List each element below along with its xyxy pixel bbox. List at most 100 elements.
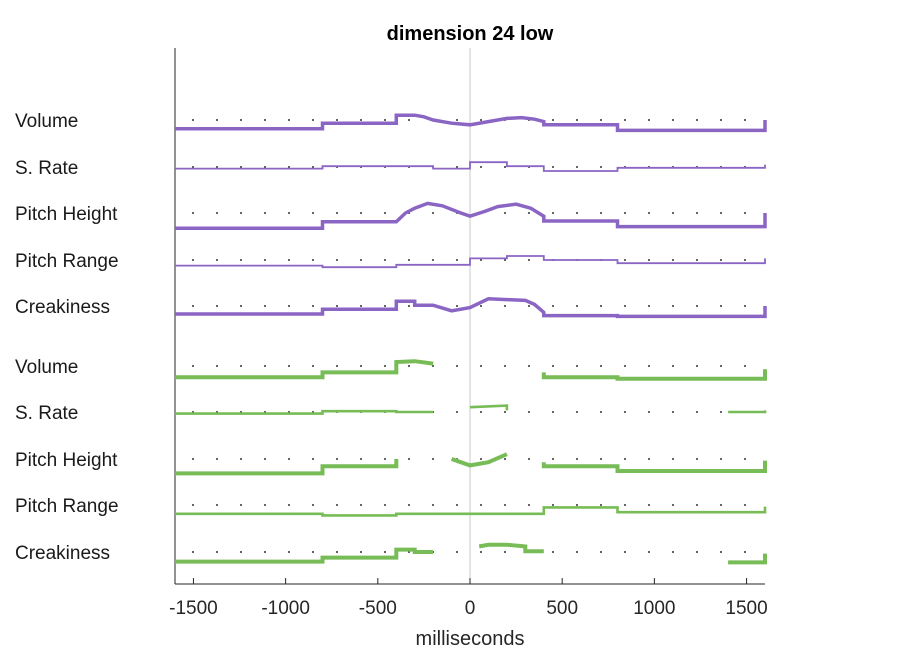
baseline-dot bbox=[264, 504, 266, 506]
baseline-dot bbox=[576, 365, 578, 367]
baseline-dot bbox=[408, 259, 410, 261]
baseline-dot bbox=[552, 166, 554, 168]
row-baseline-dots bbox=[192, 212, 746, 214]
x-tick-label: 500 bbox=[546, 598, 578, 619]
series-line bbox=[175, 255, 766, 269]
baseline-dot bbox=[216, 365, 218, 367]
baseline-dot bbox=[480, 305, 482, 307]
baseline-dot bbox=[600, 305, 602, 307]
chart-title: dimension 24 low bbox=[387, 23, 554, 45]
baseline-dot bbox=[216, 504, 218, 506]
baseline-dot bbox=[384, 551, 386, 553]
baseline-dot bbox=[696, 259, 698, 261]
baseline-dot bbox=[600, 504, 602, 506]
baseline-dot bbox=[624, 305, 626, 307]
x-tick-label: 0 bbox=[465, 598, 476, 619]
baseline-dot bbox=[672, 411, 674, 413]
baseline-dot bbox=[552, 305, 554, 307]
baseline-dot bbox=[384, 259, 386, 261]
baseline-dot bbox=[624, 504, 626, 506]
baseline-dot bbox=[192, 504, 194, 506]
baseline-dot bbox=[624, 212, 626, 214]
baseline-dot bbox=[528, 212, 530, 214]
baseline-dot bbox=[456, 365, 458, 367]
baseline-dot bbox=[312, 305, 314, 307]
baseline-dot bbox=[744, 365, 746, 367]
baseline-dot bbox=[456, 166, 458, 168]
baseline-dot bbox=[696, 458, 698, 460]
baseline-dot bbox=[576, 551, 578, 553]
baseline-dot bbox=[432, 212, 434, 214]
baseline-dot bbox=[528, 411, 530, 413]
series-line bbox=[175, 409, 434, 415]
baseline-dot bbox=[672, 458, 674, 460]
series-line bbox=[175, 506, 767, 517]
baseline-dot bbox=[672, 305, 674, 307]
baseline-dot bbox=[672, 119, 674, 121]
baseline-dot bbox=[288, 305, 290, 307]
series-line bbox=[175, 359, 434, 380]
baseline-dot bbox=[672, 504, 674, 506]
baseline-dot bbox=[648, 411, 650, 413]
baseline-dot bbox=[696, 305, 698, 307]
baseline-dot bbox=[192, 212, 194, 214]
baseline-dot bbox=[744, 504, 746, 506]
baseline-dot bbox=[456, 119, 458, 121]
baseline-dot bbox=[600, 551, 602, 553]
row-baseline-dots bbox=[192, 119, 746, 121]
baseline-dot bbox=[408, 119, 410, 121]
baseline-dot bbox=[288, 551, 290, 553]
baseline-dot bbox=[480, 365, 482, 367]
feature-row-green-pitch-height: Pitch Height bbox=[15, 450, 767, 476]
baseline-dot bbox=[744, 119, 746, 121]
series-line bbox=[175, 113, 767, 133]
baseline-dot bbox=[504, 458, 506, 460]
baseline-dot bbox=[720, 305, 722, 307]
baseline-dot bbox=[624, 458, 626, 460]
baseline-dot bbox=[720, 365, 722, 367]
baseline-dot bbox=[336, 365, 338, 367]
baseline-dot bbox=[456, 259, 458, 261]
baseline-dot bbox=[360, 458, 362, 460]
baseline-dot bbox=[624, 119, 626, 121]
baseline-dot bbox=[696, 504, 698, 506]
plot-area: -1500 -1000 -500 0 500 1000 1500 Volume S. Rate P… bbox=[15, 48, 768, 619]
baseline-dot bbox=[336, 551, 338, 553]
baseline-dot bbox=[624, 365, 626, 367]
baseline-dot bbox=[648, 212, 650, 214]
baseline-dot bbox=[744, 212, 746, 214]
baseline-dot bbox=[240, 119, 242, 121]
baseline-dot bbox=[192, 166, 194, 168]
baseline-dot bbox=[288, 458, 290, 460]
baseline-dot bbox=[360, 504, 362, 506]
baseline-dot bbox=[264, 119, 266, 121]
row-baseline-dots bbox=[192, 259, 746, 261]
x-tick-label: 1500 bbox=[725, 598, 767, 619]
row-baseline-dots bbox=[192, 551, 746, 553]
x-tick-label: -1000 bbox=[261, 598, 310, 619]
baseline-dot bbox=[192, 551, 194, 553]
baseline-dot bbox=[312, 212, 314, 214]
baseline-dot bbox=[312, 365, 314, 367]
baseline-dot bbox=[480, 504, 482, 506]
x-tick-label: -500 bbox=[359, 598, 397, 619]
baseline-dot bbox=[600, 166, 602, 168]
baseline-dot bbox=[696, 212, 698, 214]
baseline-dot bbox=[456, 305, 458, 307]
baseline-dot bbox=[192, 305, 194, 307]
series-line bbox=[541, 369, 767, 381]
baseline-dot bbox=[240, 166, 242, 168]
baseline-dot bbox=[528, 305, 530, 307]
baseline-dot bbox=[720, 212, 722, 214]
baseline-dot bbox=[312, 551, 314, 553]
feature-row-green-volume: Volume bbox=[15, 357, 767, 381]
baseline-dot bbox=[672, 365, 674, 367]
baseline-dot bbox=[480, 259, 482, 261]
baseline-dot bbox=[264, 212, 266, 214]
baseline-dot bbox=[360, 305, 362, 307]
row-baseline-dots bbox=[192, 458, 746, 460]
baseline-dot bbox=[240, 458, 242, 460]
baseline-dot bbox=[216, 458, 218, 460]
x-tick-label: 1000 bbox=[633, 598, 675, 619]
baseline-dot bbox=[216, 551, 218, 553]
